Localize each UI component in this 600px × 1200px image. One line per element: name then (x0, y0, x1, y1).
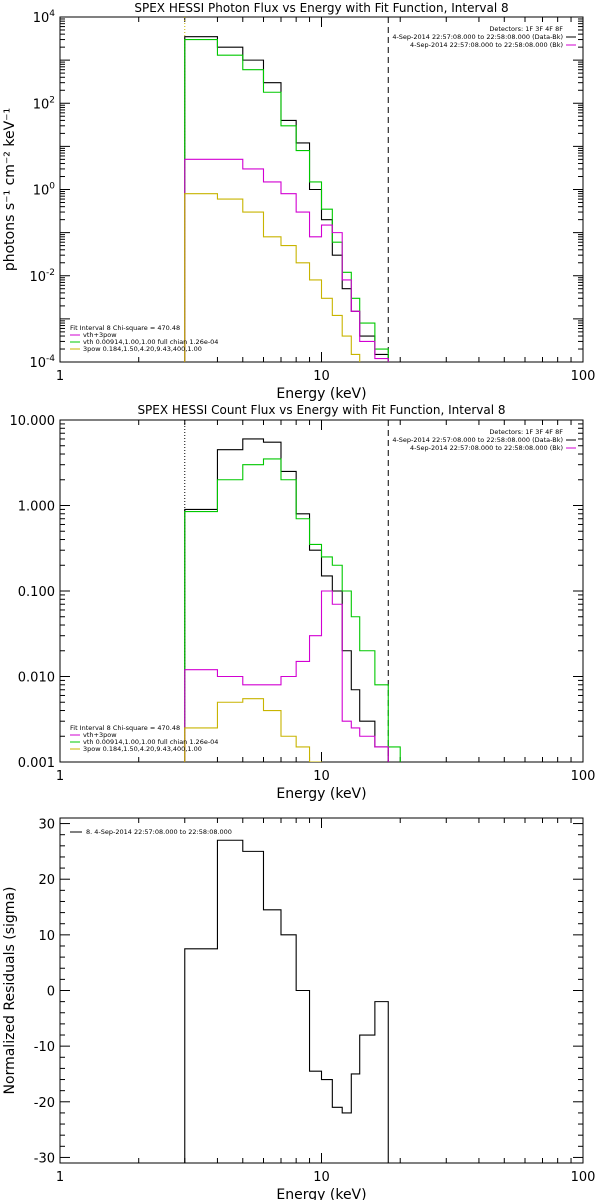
x-tick-label: 100 (571, 369, 596, 384)
series-line-2 (184, 458, 401, 762)
legend-entry: 4-Sep-2014 22:57:08.000 to 22:58:08.000 … (410, 444, 563, 452)
series-line-2 (184, 38, 389, 362)
y-tick-base: 10 (33, 97, 50, 112)
y-tick-label: 0.100 (18, 585, 55, 600)
legend-entry: vth 0.00914,1.00,1.00 full chian 1.26e-0… (83, 338, 218, 346)
chart-panel-1: SPEX HESSI Photon Flux vs Energy with Fi… (2, 1, 595, 402)
plot-frame (59, 817, 584, 1164)
chart-panel-3: 1 10 100 -30 -20 -10 0 10 20 30 Energy (keV) Normal… (2, 817, 596, 1200)
x-tick-label: 100 (571, 769, 596, 784)
legend-entry: Fit Interval 8 Chi-square = 470.48 (70, 324, 180, 332)
y-tick-base: 10 (29, 270, 46, 285)
legend-entry: Detectors: 1F 3F 4F 8F (489, 25, 563, 33)
series-line-3 (184, 158, 389, 362)
series-line-4 (184, 193, 389, 362)
legend-entry: 3pow 0.184,1.50,4.20,9.43,400,1.00 (83, 345, 202, 353)
y-tick-label: 100 (33, 182, 56, 199)
y-tick-exponent: -2 (46, 268, 55, 278)
x-axis-label: Energy (keV) (276, 386, 366, 402)
y-tick-label: 0.010 (18, 671, 55, 686)
y-tick-label: -10 (34, 1040, 55, 1055)
y-tick-exponent: 0 (49, 182, 55, 192)
legend-entry: 4-Sep-2014 22:57:08.000 to 22:58:08.000 … (392, 33, 563, 41)
y-tick-base: 10 (29, 356, 46, 371)
y-tick-label: 10-4 (29, 354, 55, 371)
y-tick-label: 104 (33, 9, 56, 26)
legend-entry: 4-Sep-2014 22:57:08.000 to 22:58:08.000 … (392, 436, 563, 444)
y-tick-exponent: 2 (49, 95, 55, 105)
y-tick-exponent: 4 (49, 9, 55, 19)
chart-title: SPEX HESSI Photon Flux vs Energy with Fi… (134, 1, 508, 15)
y-tick-label: -20 (34, 1096, 55, 1111)
legend-entry: vth 0.00914,1.00,1.00 full chian 1.26e-0… (83, 738, 218, 746)
x-axis-label: Energy (keV) (276, 1187, 366, 1200)
legend-entry: Fit Interval 8 Chi-square = 470.48 (70, 724, 180, 732)
series-line-1 (184, 36, 389, 362)
x-tick-label: 10 (313, 369, 330, 384)
y-tick-label: 102 (33, 95, 55, 112)
legend-entry: 3pow 0.184,1.50,4.20,9.43,400,1.00 (83, 745, 202, 753)
y-tick-label: 10-2 (29, 268, 55, 285)
x-tick-label: 1 (56, 369, 64, 384)
chart-title: SPEX HESSI Count Flux vs Energy with Fit… (137, 403, 505, 417)
series-line-4 (184, 698, 333, 762)
y-tick-label: 30 (38, 818, 55, 833)
y-tick-label: 0 (47, 985, 55, 1000)
legend-entry: vth+3pow (83, 731, 117, 739)
y-tick-label: -30 (34, 1151, 55, 1166)
y-axis-label: Normalized Residuals (sigma) (2, 887, 18, 1095)
legend-entry: vth+3pow (83, 331, 117, 339)
series-line-1 (184, 438, 389, 762)
series-line-1 (184, 839, 389, 1163)
x-tick-label: 1 (56, 1170, 64, 1185)
y-tick-label: 10 (38, 929, 55, 944)
x-tick-label: 1 (56, 769, 64, 784)
y-tick-base: 10 (33, 11, 50, 26)
legend-entry: 4-Sep-2014 22:57:08.000 to 22:58:08.000 … (410, 41, 563, 49)
legend-entry: 8. 4-Sep-2014 22:57:08.000 to 22:58:08.0… (86, 828, 232, 836)
x-axis-label: Energy (keV) (276, 786, 366, 802)
y-tick-label: 1.000 (18, 500, 55, 515)
y-axis-label: photons s⁻¹ cm⁻² keV⁻¹ (2, 108, 18, 271)
legend-entry: Detectors: 1F 3F 4F 8F (489, 428, 563, 436)
y-tick-base: 10 (33, 184, 50, 199)
y-tick-label: 0.001 (18, 756, 55, 771)
x-tick-label: 100 (571, 1170, 596, 1185)
y-tick-label: 10.000 (10, 414, 56, 429)
series-line-3 (184, 590, 389, 762)
x-tick-label: 10 (313, 1170, 330, 1185)
x-tick-label: 10 (313, 769, 330, 784)
y-tick-exponent: -4 (46, 354, 55, 364)
chart-panel-2: SPEX HESSI Count Flux vs Energy with Fit… (10, 403, 596, 802)
y-tick-label: 20 (38, 873, 55, 888)
